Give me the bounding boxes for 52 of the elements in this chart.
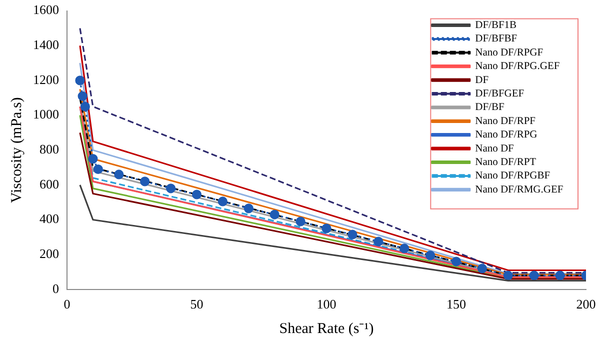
- point: [78, 91, 88, 101]
- legend-label: Nano DF: [475, 143, 514, 154]
- legend-label: DF/BFBF: [475, 34, 518, 45]
- x-tick-label: 150: [446, 296, 466, 312]
- legend-label: Nano DF/RPG.GEF: [475, 61, 560, 72]
- point: [477, 264, 487, 274]
- point: [192, 190, 202, 200]
- point: [270, 210, 280, 220]
- y-tick-label: 0: [52, 280, 59, 296]
- y-tick-label: 800: [40, 142, 59, 157]
- y-tick-label: 200: [40, 246, 59, 261]
- point: [244, 204, 254, 214]
- legend-label: Nano DF/RPGF: [475, 47, 544, 58]
- point: [93, 164, 103, 174]
- point: [555, 270, 565, 280]
- legend-label: DF/BFGEF: [475, 88, 524, 100]
- legend-label: Nano DF/RPF: [475, 116, 536, 127]
- legend-label: Nano DF/RMG.GEF: [475, 184, 564, 196]
- point: [451, 256, 462, 266]
- x-axis-title: Shear Rate (s⁻¹): [279, 320, 374, 337]
- x-tick-label: 200: [576, 296, 596, 312]
- legend-label: Nano DF/RPT: [475, 157, 537, 168]
- y-tick-label: 1600: [33, 2, 59, 18]
- point: [374, 236, 384, 246]
- y-axis-title: Viscosity (mPa.s): [8, 97, 25, 203]
- x-tick-label: 100: [316, 296, 336, 312]
- point: [529, 270, 539, 280]
- legend-label: DF/BF1B: [475, 20, 517, 31]
- y-tick-label: 600: [40, 176, 59, 192]
- legend-label: DF/BF: [475, 102, 504, 114]
- y-tick-label: 1400: [33, 37, 59, 52]
- x-tick-label: 50: [190, 296, 204, 312]
- y-tick-label: 1200: [33, 72, 59, 87]
- point: [80, 102, 90, 112]
- legend-label: Nano DF/RPGBF: [475, 170, 550, 182]
- point: [75, 76, 85, 86]
- y-tick-label: 400: [40, 211, 59, 226]
- point: [114, 170, 124, 180]
- point: [503, 270, 513, 280]
- point: [348, 230, 358, 240]
- point: [218, 196, 228, 206]
- point: [166, 184, 176, 194]
- y-tick-label: 1000: [33, 106, 59, 122]
- point: [88, 154, 98, 164]
- point: [296, 216, 306, 226]
- point: [426, 250, 436, 260]
- x-tick-label: 0: [64, 296, 70, 312]
- point: [140, 176, 150, 186]
- point: [322, 224, 332, 234]
- legend-label: DF: [475, 74, 489, 86]
- point: [400, 244, 410, 254]
- legend-label: Nano DF/RPG: [475, 130, 538, 141]
